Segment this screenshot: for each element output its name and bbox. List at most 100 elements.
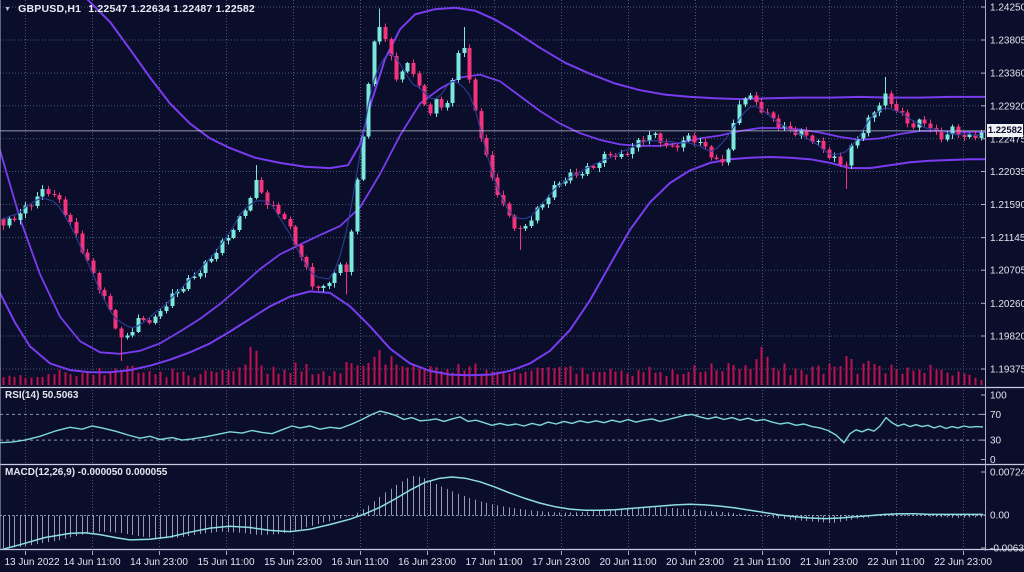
price-axis-label: 1.21590 [990,200,1024,211]
candle [625,151,630,157]
candle [332,269,337,288]
candle [518,225,523,250]
candle [422,84,427,106]
candle [821,137,826,154]
candle [613,153,618,161]
candle [158,308,163,319]
time-axis-label: 15 Jun 11:00 [197,557,255,568]
candle [911,120,916,130]
candle [192,272,197,280]
rsi-axis-label: 30 [990,436,1002,447]
candle [754,91,759,105]
price-axis-label: 1.19820 [990,332,1024,343]
time-axis-label: 13 Jun 2022 [4,557,59,568]
candle [490,151,495,181]
candle [737,100,742,126]
candle [883,76,888,110]
price-axis[interactable]: 1.24250 1.23805 1.23360 1.22920 1.22475 1.220… [0,0,1024,555]
rsi-axis-label: 0 [990,455,996,466]
time-axis-label: 16 Jun 23:00 [398,557,456,568]
candle [759,98,764,114]
candle [726,147,731,166]
candle [591,164,596,170]
candle [198,270,203,279]
rsi-axis-label: 70 [990,410,1002,421]
candle [304,255,309,270]
candle [57,192,62,204]
candle [383,23,388,43]
ohlc-values: 1.22547 1.22634 1.22487 1.22582 [88,3,255,15]
candle [226,235,231,245]
price-axis-label: 1.22035 [990,167,1024,178]
candle [259,177,264,195]
candle [456,50,461,83]
macd-label: MACD(12,26,9) -0.000050 0.000055 [5,467,168,478]
price-axis-label: 1.22475 [990,134,1024,145]
candle [344,261,349,295]
candle [91,258,96,275]
candle [743,96,748,108]
candle [400,69,405,83]
candle [130,327,135,338]
candle [394,52,399,82]
candle [186,275,191,292]
macd-axis-label: 0.00 [990,511,1010,522]
candle [338,262,343,276]
bollinger-lower-line [0,156,985,377]
candle [889,90,894,108]
candle [450,77,455,107]
candle [523,223,528,231]
candle [293,224,298,248]
candle [664,139,669,148]
candle [265,190,270,209]
candle [299,243,304,262]
candle [23,201,28,218]
volume-layer [2,346,983,385]
candle [125,332,130,340]
candle [709,145,714,161]
candle [658,132,663,147]
candlestick-layer [1,8,984,362]
candle [445,100,450,111]
candle [962,130,967,142]
candle [361,133,366,182]
price-axis-label: 1.19375 [990,365,1024,376]
candle [479,107,484,143]
candle [170,289,175,308]
candle [939,127,944,143]
candle [349,229,354,276]
candle [703,138,708,149]
candle [563,177,568,186]
candle [29,204,34,211]
candle [63,196,68,217]
time-axis-label: 22 Jun 23:00 [934,557,992,568]
candle [46,186,51,197]
candle [462,27,467,58]
time-axis-label: 15 Jun 23:00 [264,557,322,568]
candle [316,285,321,292]
time-axis-label: 20 Jun 11:00 [599,557,657,568]
candle [928,119,933,133]
candle [310,263,315,291]
time-axis-label: 16 Jun 11:00 [331,557,389,568]
candle [799,128,804,140]
chart-marker-icon[interactable]: ▼ [4,5,12,13]
time-axis-label: 20 Jun 23:00 [666,557,724,568]
candle [698,137,703,146]
time-axis[interactable]: 13 Jun 2022 14 Jun 11:00 14 Jun 23:00 15 Ju… [4,551,992,568]
candle [585,163,590,177]
candle [597,161,602,173]
candle [102,287,107,301]
candle [877,102,882,116]
candle [243,208,248,219]
candle [321,284,326,292]
price-axis-label: 1.23805 [990,36,1024,47]
candle [411,59,416,77]
ma-fast-line [2,53,981,329]
candle [467,44,472,83]
candle [355,177,360,235]
candle [720,154,725,167]
candle [681,136,686,152]
